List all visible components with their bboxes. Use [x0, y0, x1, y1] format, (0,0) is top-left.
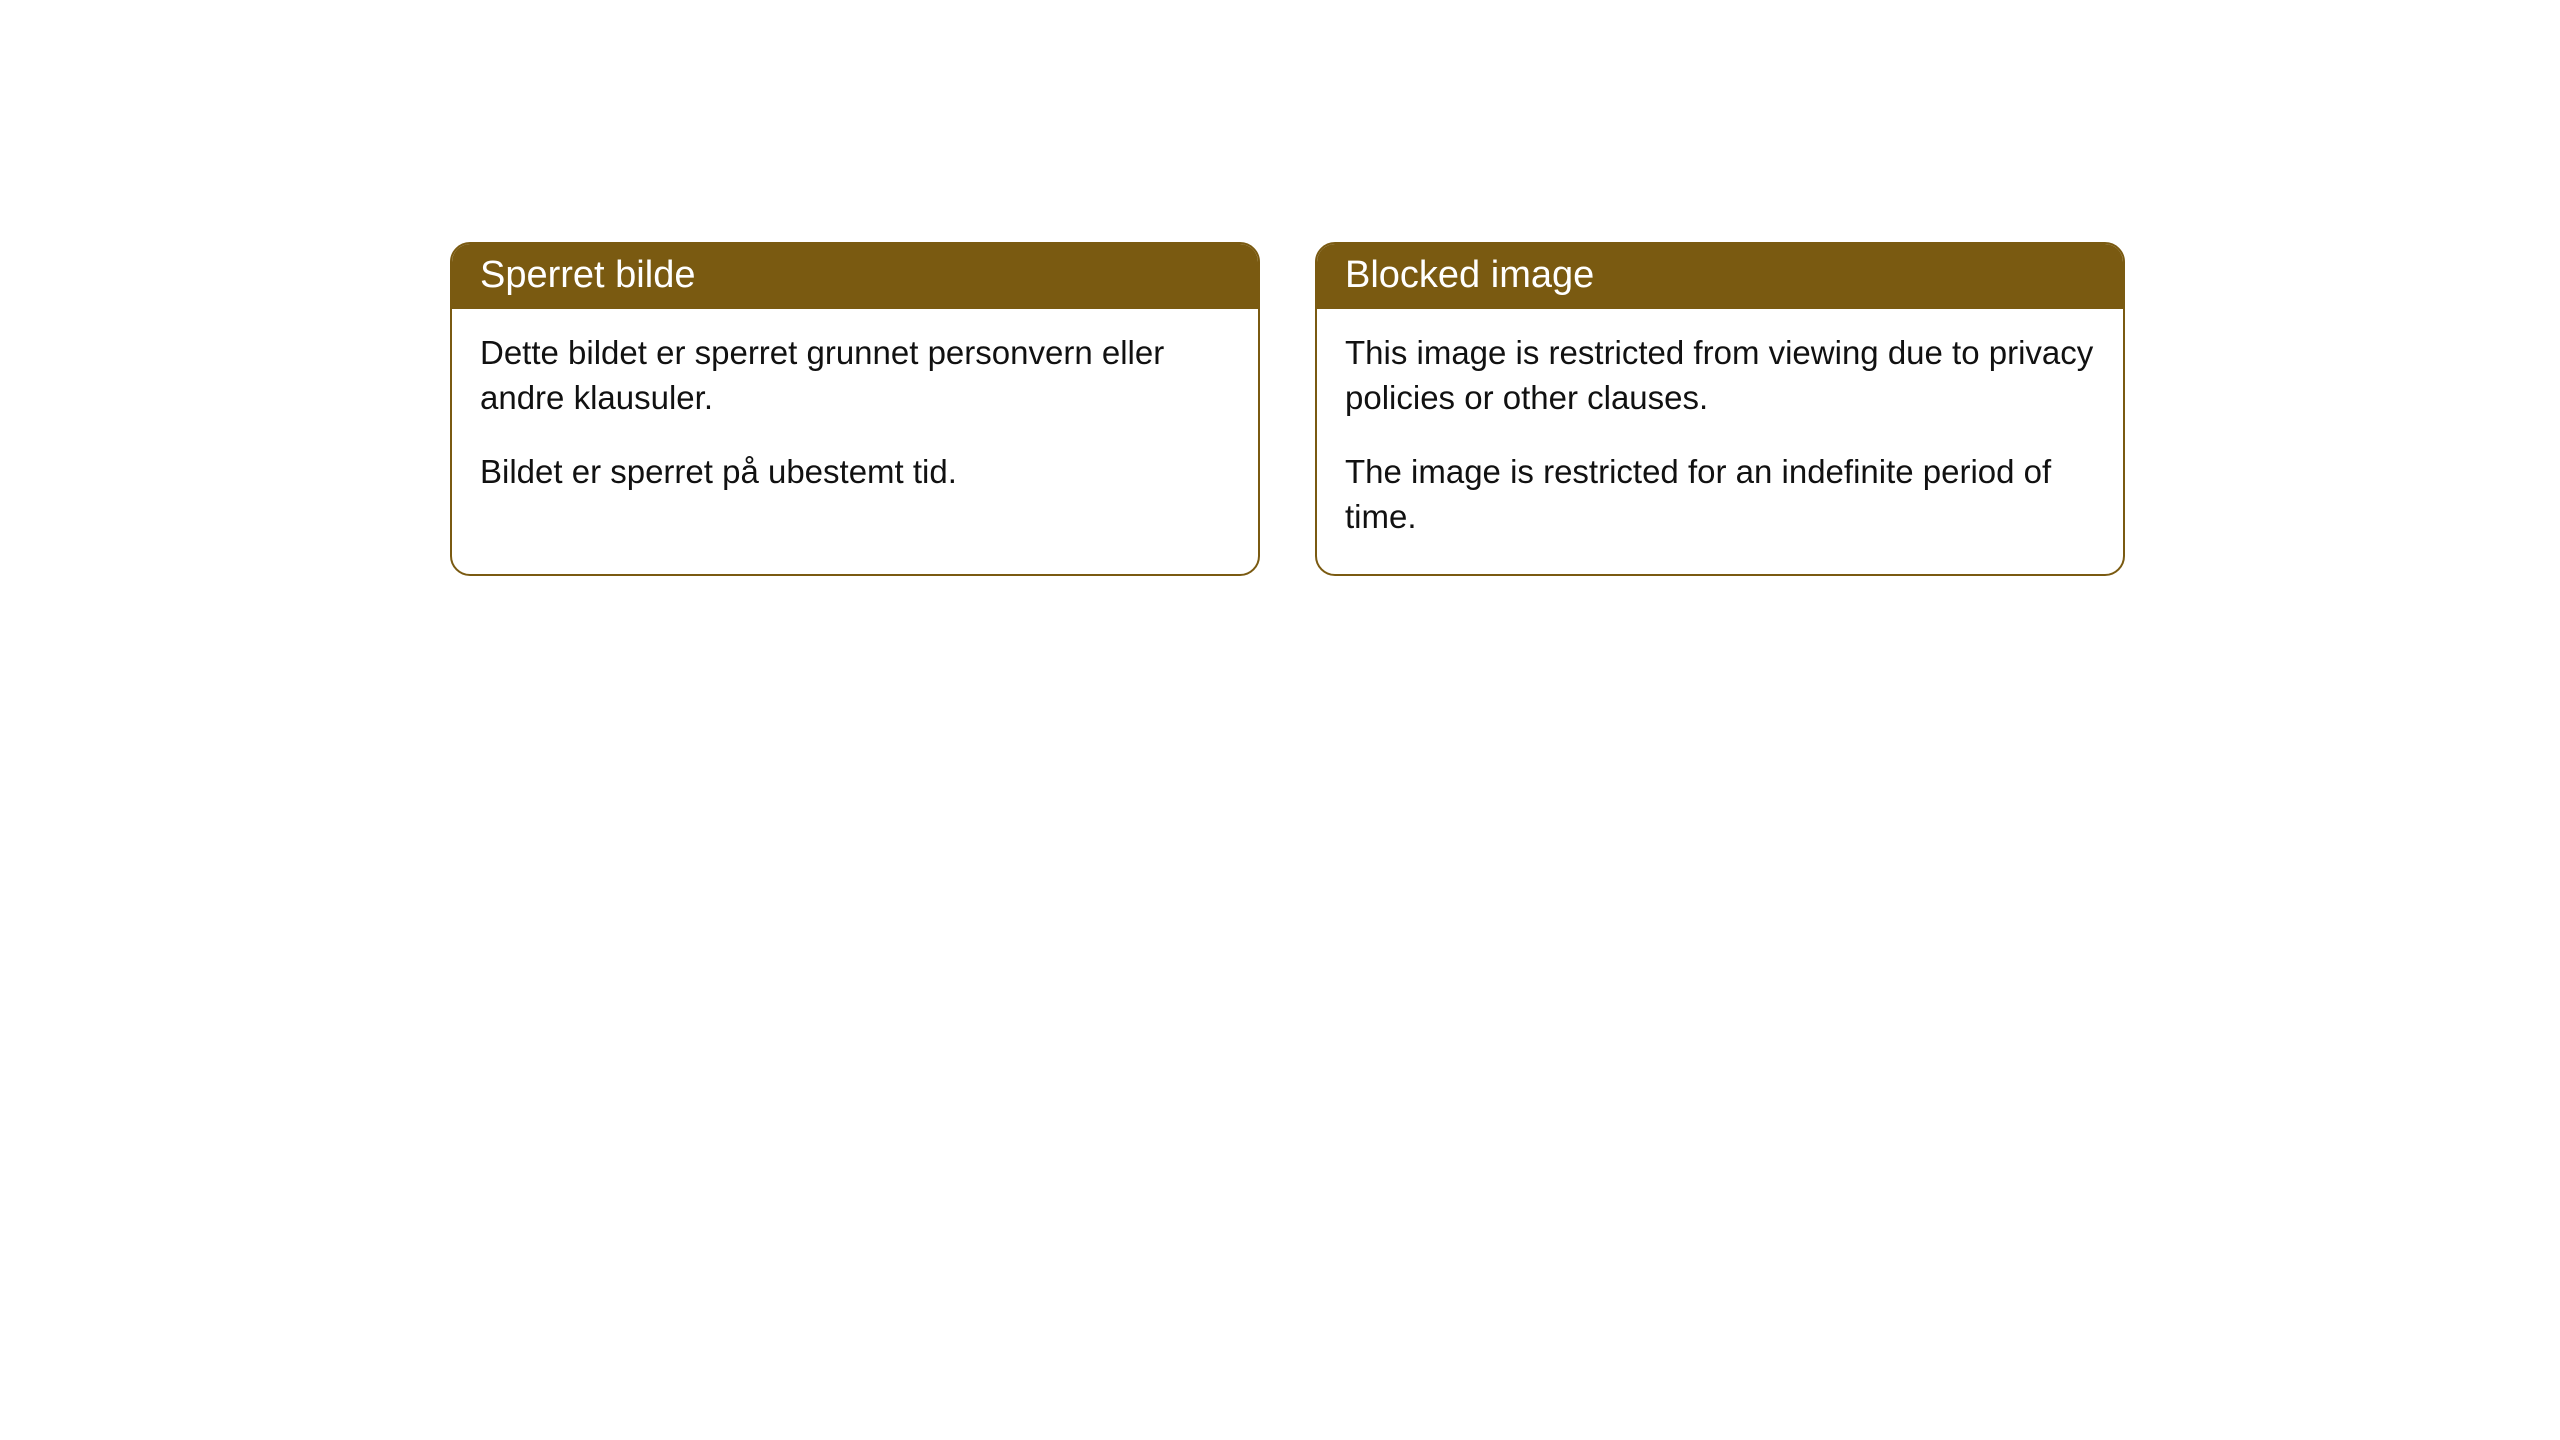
card-body-no: Dette bildet er sperret grunnet personve…	[452, 309, 1258, 530]
card-header-en: Blocked image	[1317, 244, 2123, 309]
card-header-no: Sperret bilde	[452, 244, 1258, 309]
blocked-image-card-english: Blocked image This image is restricted f…	[1315, 242, 2125, 576]
card-body-no-para2: Bildet er sperret på ubestemt tid.	[480, 450, 1230, 495]
blocked-image-card-norwegian: Sperret bilde Dette bildet er sperret gr…	[450, 242, 1260, 576]
card-body-en-para2: The image is restricted for an indefinit…	[1345, 450, 2095, 539]
card-body-en-para1: This image is restricted from viewing du…	[1345, 331, 2095, 420]
notice-cards-container: Sperret bilde Dette bildet er sperret gr…	[450, 242, 2125, 576]
card-body-en: This image is restricted from viewing du…	[1317, 309, 2123, 574]
card-body-no-para1: Dette bildet er sperret grunnet personve…	[480, 331, 1230, 420]
